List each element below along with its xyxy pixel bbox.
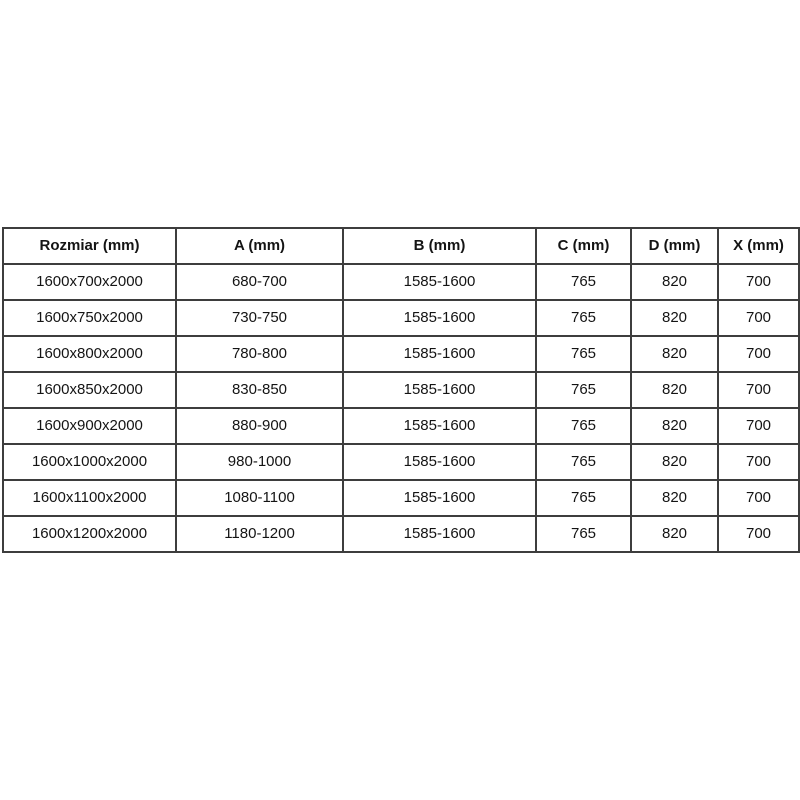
cell-x: 700 — [717, 407, 800, 445]
cell-b: 1585-1600 — [342, 407, 537, 445]
cell-b: 1585-1600 — [342, 335, 537, 373]
size-spec-table: Rozmiar (mm) A (mm) B (mm) C (mm) D (mm)… — [2, 227, 800, 553]
column-header-rozmiar: Rozmiar (mm) — [2, 227, 177, 265]
table-header-row: Rozmiar (mm) A (mm) B (mm) C (mm) D (mm)… — [2, 227, 800, 265]
cell-a: 830-850 — [175, 371, 344, 409]
cell-a: 780-800 — [175, 335, 344, 373]
cell-rozmiar: 1600x750x2000 — [2, 299, 177, 337]
column-header-a: A (mm) — [175, 227, 344, 265]
cell-b: 1585-1600 — [342, 263, 537, 301]
cell-d: 820 — [630, 263, 719, 301]
table-row: 1600x1000x2000 980-1000 1585-1600 765 82… — [2, 443, 800, 481]
column-header-d: D (mm) — [630, 227, 719, 265]
cell-c: 765 — [535, 515, 632, 553]
cell-rozmiar: 1600x850x2000 — [2, 371, 177, 409]
cell-d: 820 — [630, 443, 719, 481]
cell-a: 880-900 — [175, 407, 344, 445]
cell-a: 730-750 — [175, 299, 344, 337]
cell-c: 765 — [535, 299, 632, 337]
table-row: 1600x900x2000 880-900 1585-1600 765 820 … — [2, 407, 800, 445]
cell-c: 765 — [535, 371, 632, 409]
cell-a: 680-700 — [175, 263, 344, 301]
cell-d: 820 — [630, 407, 719, 445]
cell-x: 700 — [717, 263, 800, 301]
cell-c: 765 — [535, 407, 632, 445]
cell-x: 700 — [717, 371, 800, 409]
cell-b: 1585-1600 — [342, 371, 537, 409]
table-row: 1600x1200x2000 1180-1200 1585-1600 765 8… — [2, 515, 800, 553]
cell-a: 1080-1100 — [175, 479, 344, 517]
cell-b: 1585-1600 — [342, 479, 537, 517]
column-header-c: C (mm) — [535, 227, 632, 265]
size-table-container: Rozmiar (mm) A (mm) B (mm) C (mm) D (mm)… — [2, 227, 800, 553]
cell-d: 820 — [630, 479, 719, 517]
cell-rozmiar: 1600x1100x2000 — [2, 479, 177, 517]
cell-d: 820 — [630, 299, 719, 337]
cell-rozmiar: 1600x1000x2000 — [2, 443, 177, 481]
cell-x: 700 — [717, 299, 800, 337]
column-header-b: B (mm) — [342, 227, 537, 265]
cell-b: 1585-1600 — [342, 299, 537, 337]
cell-rozmiar: 1600x900x2000 — [2, 407, 177, 445]
cell-x: 700 — [717, 335, 800, 373]
cell-d: 820 — [630, 335, 719, 373]
table-row: 1600x850x2000 830-850 1585-1600 765 820 … — [2, 371, 800, 409]
cell-c: 765 — [535, 263, 632, 301]
cell-b: 1585-1600 — [342, 515, 537, 553]
column-header-x: X (mm) — [717, 227, 800, 265]
cell-a: 980-1000 — [175, 443, 344, 481]
cell-c: 765 — [535, 443, 632, 481]
cell-x: 700 — [717, 443, 800, 481]
cell-a: 1180-1200 — [175, 515, 344, 553]
cell-b: 1585-1600 — [342, 443, 537, 481]
cell-d: 820 — [630, 515, 719, 553]
table-row: 1600x1100x2000 1080-1100 1585-1600 765 8… — [2, 479, 800, 517]
cell-c: 765 — [535, 335, 632, 373]
table-row: 1600x750x2000 730-750 1585-1600 765 820 … — [2, 299, 800, 337]
table-row: 1600x700x2000 680-700 1585-1600 765 820 … — [2, 263, 800, 301]
cell-x: 700 — [717, 479, 800, 517]
cell-rozmiar: 1600x1200x2000 — [2, 515, 177, 553]
cell-x: 700 — [717, 515, 800, 553]
cell-d: 820 — [630, 371, 719, 409]
cell-rozmiar: 1600x800x2000 — [2, 335, 177, 373]
cell-c: 765 — [535, 479, 632, 517]
table-row: 1600x800x2000 780-800 1585-1600 765 820 … — [2, 335, 800, 373]
cell-rozmiar: 1600x700x2000 — [2, 263, 177, 301]
